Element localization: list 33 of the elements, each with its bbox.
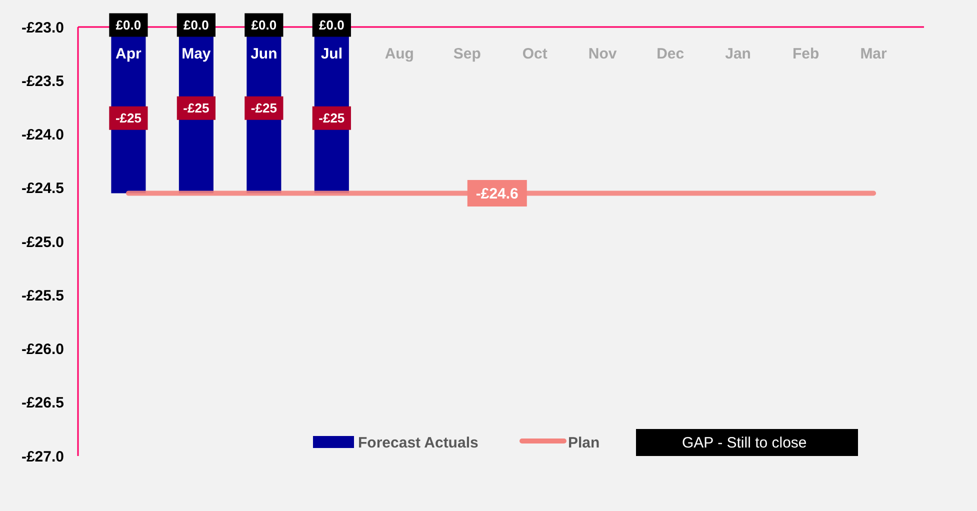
x-tick-label: Apr xyxy=(116,45,142,62)
y-tick-label: -£25.5 xyxy=(21,287,64,304)
x-tick-label: Jan xyxy=(725,45,751,62)
x-tick-label: Oct xyxy=(522,45,548,62)
legend-label: Plan xyxy=(568,434,600,452)
x-tick-label: Aug xyxy=(384,45,414,62)
x-tick-label: Mar xyxy=(860,45,888,62)
x-tick-label: Dec xyxy=(656,45,684,62)
y-tick-label: -£24.5 xyxy=(21,180,64,198)
annotation: £0.0 xyxy=(319,18,344,33)
annotation: £0.0 xyxy=(251,18,277,33)
y-tick-label: -£23.0 xyxy=(21,19,64,36)
y-tick-label: -£25.0 xyxy=(21,234,64,251)
y-tick-label: -£26.5 xyxy=(21,394,64,412)
x-tick-label: Sep xyxy=(453,45,481,62)
y-tick-label: -£27.0 xyxy=(21,448,64,466)
x-tick-label: Feb xyxy=(792,45,820,62)
data-label: -£25 xyxy=(318,110,345,126)
data-label: -£24.6 xyxy=(476,185,518,202)
data-label: -£25 xyxy=(183,100,210,116)
x-tick-label: May xyxy=(182,45,212,62)
y-tick-label: -£24.0 xyxy=(21,126,64,144)
annotation: £0.0 xyxy=(184,18,209,33)
legend-label: GAP - Still to close xyxy=(682,434,807,452)
x-tick-label: Jun xyxy=(250,45,278,62)
annotation: £0.0 xyxy=(116,18,142,33)
y-tick-label: -£23.5 xyxy=(21,72,64,90)
x-tick-label: Jul xyxy=(320,45,343,62)
data-label: -£25 xyxy=(115,110,142,126)
x-tick-label: Nov xyxy=(588,45,618,62)
y-tick-label: -£26.0 xyxy=(21,341,64,358)
legend-label: Forecast Actuals xyxy=(358,434,478,452)
data-label: -£25 xyxy=(250,100,277,116)
